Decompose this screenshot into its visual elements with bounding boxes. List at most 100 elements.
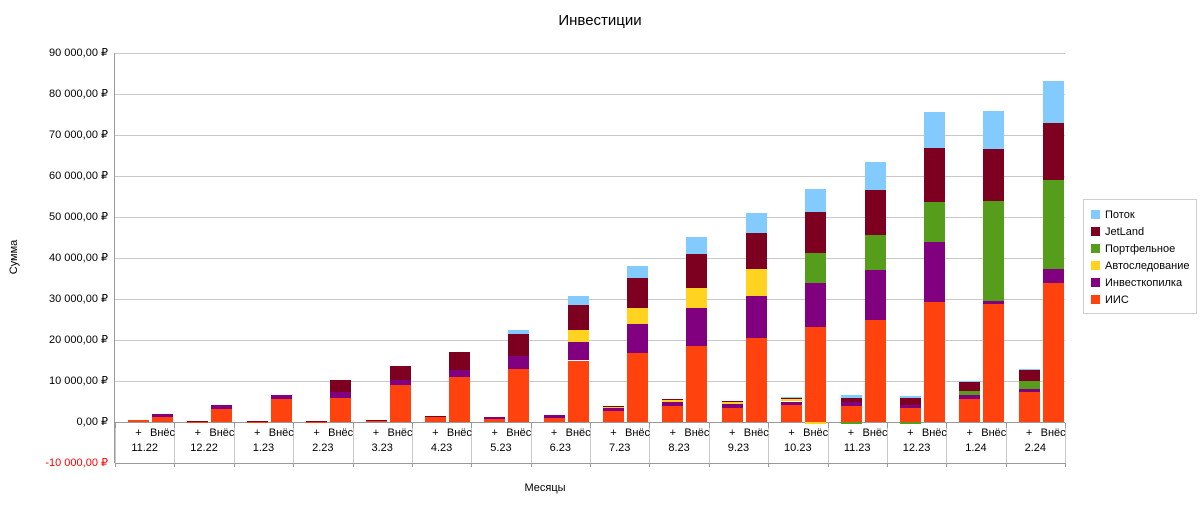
legend-label: JetLand — [1105, 225, 1145, 238]
bar-segment-10.23-vnes-JetLand — [805, 212, 827, 254]
y-tick-label: 60 000,00 ₽ — [49, 170, 108, 182]
category-separator — [233, 423, 235, 463]
bar-segment-12.22-vnes-Инвесткопилка — [211, 405, 233, 410]
bar-segment-11.22-vnes-ИИС — [152, 417, 173, 422]
legend-swatch — [1091, 295, 1100, 304]
axis-tick — [1065, 463, 1066, 467]
bar-segment-12.23-plus-JetLand — [899, 398, 921, 405]
x-label-vnes: Внёс — [624, 427, 651, 439]
bar-segment-11.23-plus-Портфельное — [840, 422, 862, 425]
bar-segment-1.24-plus-ИИС — [959, 398, 981, 422]
bar-segment-7.23-vnes-JetLand — [627, 277, 648, 309]
bar-segment-8.23-vnes-Автоследование — [686, 287, 708, 308]
y-tick-label: -10 000,00 ₽ — [45, 457, 108, 469]
axis-tick — [946, 463, 948, 467]
axis-tick — [115, 463, 116, 467]
x-label-month: 7.23 — [608, 442, 631, 454]
x-label-vnes: Внёс — [506, 427, 532, 439]
axis-tick — [827, 463, 829, 467]
bar-segment-4.23-vnes-Инвесткопилка — [448, 369, 470, 378]
category-separator — [174, 423, 176, 463]
bar-segment-1.24-vnes-JetLand — [983, 148, 1005, 201]
bar-segment-9.23-plus-Автоследование — [721, 401, 743, 404]
bar-segment-6.23-vnes-Автоследование — [567, 330, 589, 342]
category-separator — [352, 423, 354, 463]
axis-tick — [886, 463, 888, 467]
bar-segment-10.23-plus-Поток — [781, 396, 803, 398]
bar-segment-5.23-plus-ИИС — [484, 418, 506, 422]
bar-segment-11.23-vnes-Инвесткопилка — [864, 270, 886, 320]
x-label-month: 5.23 — [490, 442, 512, 454]
bar-segment-4.23-plus-JetLand — [424, 415, 446, 418]
axis-tick — [886, 423, 888, 428]
x-label-vnes: Внёс — [743, 427, 769, 439]
axis-tick — [708, 463, 710, 467]
y-tick-label: 20 000,00 ₽ — [49, 334, 108, 346]
bar-segment-1.24-plus-Инвесткопилка — [959, 394, 981, 399]
bar-segment-1.23-vnes-Инвесткопилка — [270, 394, 292, 400]
x-label-vnes: Внёс — [387, 427, 413, 439]
bar-segment-12.23-vnes-JetLand — [923, 148, 945, 202]
bar-segment-2.24-vnes-ИИС — [1042, 283, 1064, 422]
bar-segment-2.23-vnes-ИИС — [330, 398, 352, 422]
category-separator — [471, 423, 473, 463]
bar-segment-4.23-vnes-JetLand — [448, 352, 470, 370]
x-label-month: 2.24 — [1024, 442, 1047, 454]
x-label-month: 11.23 — [843, 442, 871, 454]
x-label-plus: + — [966, 427, 973, 439]
legend-label: ИИС — [1105, 293, 1129, 306]
x-label-vnes: Внёс — [803, 427, 829, 439]
x-label-plus: + — [729, 427, 736, 439]
legend-item-Автоследование: Автоследование — [1091, 257, 1190, 274]
bar-segment-1.24-vnes-Портфельное — [983, 200, 1005, 302]
x-label-vnes: Внёс — [1040, 427, 1066, 439]
bar-segment-3.23-plus-JetLand — [365, 420, 387, 421]
gridline-90000 — [115, 52, 1065, 54]
bar-segment-9.23-vnes-ИИС — [745, 338, 767, 422]
x-label-vnes: Внёс — [268, 427, 294, 439]
bar-segment-10.23-vnes-Автоследование — [805, 422, 827, 425]
legend-label: Портфельное — [1105, 242, 1176, 255]
bar-segment-8.23-plus-JetLand — [662, 399, 684, 401]
axis-tick — [233, 463, 235, 467]
bar-segment-5.23-plus-Инвесткопилка — [484, 416, 506, 419]
bar-segment-10.23-vnes-ИИС — [805, 327, 827, 422]
bar-segment-10.23-vnes-Портфельное — [805, 253, 827, 283]
y-tick-label: 70 000,00 ₽ — [49, 129, 108, 141]
gridline-60000 — [115, 175, 1065, 177]
x-label-month: 9.23 — [727, 442, 750, 454]
bar-segment-6.23-vnes-Инвесткопилка — [567, 341, 589, 361]
gridline-30000 — [115, 298, 1065, 300]
gridline-0 — [115, 421, 1065, 423]
bar-segment-2.24-vnes-JetLand — [1042, 122, 1064, 180]
bar-segment-10.23-plus-ИИС — [781, 404, 803, 422]
bar-segment-9.23-vnes-Инвесткопилка — [745, 295, 767, 339]
bar-segment-2.24-plus-Инвесткопилка — [1018, 388, 1040, 393]
axis-tick — [115, 423, 116, 428]
bar-segment-7.23-vnes-Инвесткопилка — [627, 324, 648, 354]
x-label-vnes: Внёс — [684, 427, 710, 439]
axis-tick — [174, 463, 176, 467]
axis-tick — [649, 463, 651, 467]
axis-tick — [352, 463, 354, 467]
y-tick-label: 40 000,00 ₽ — [49, 252, 108, 264]
x-label-vnes: Внёс — [565, 427, 591, 439]
bar-segment-3.23-vnes-ИИС — [389, 385, 411, 422]
y-tick-label: 10 000,00 ₽ — [49, 375, 108, 387]
axis-tick — [471, 423, 473, 428]
category-separator — [649, 423, 651, 463]
bar-segment-7.23-vnes-Автоследование — [627, 308, 648, 324]
bar-segment-11.23-vnes-Портфельное — [864, 235, 886, 271]
axis-tick — [293, 463, 295, 467]
legend-swatch — [1091, 278, 1100, 287]
legend-label: Поток — [1105, 208, 1135, 221]
legend-swatch — [1091, 227, 1100, 236]
axis-tick — [590, 463, 591, 467]
x-axis-title: Месяцы — [524, 482, 566, 494]
gridline-40000 — [115, 257, 1065, 259]
legend-item-Портфельное: Портфельное — [1091, 240, 1190, 257]
bar-segment-9.23-plus-Инвесткопилка — [721, 403, 743, 409]
chart-title: Инвестиции — [558, 12, 642, 29]
bar-segment-9.23-vnes-Поток — [745, 212, 767, 233]
